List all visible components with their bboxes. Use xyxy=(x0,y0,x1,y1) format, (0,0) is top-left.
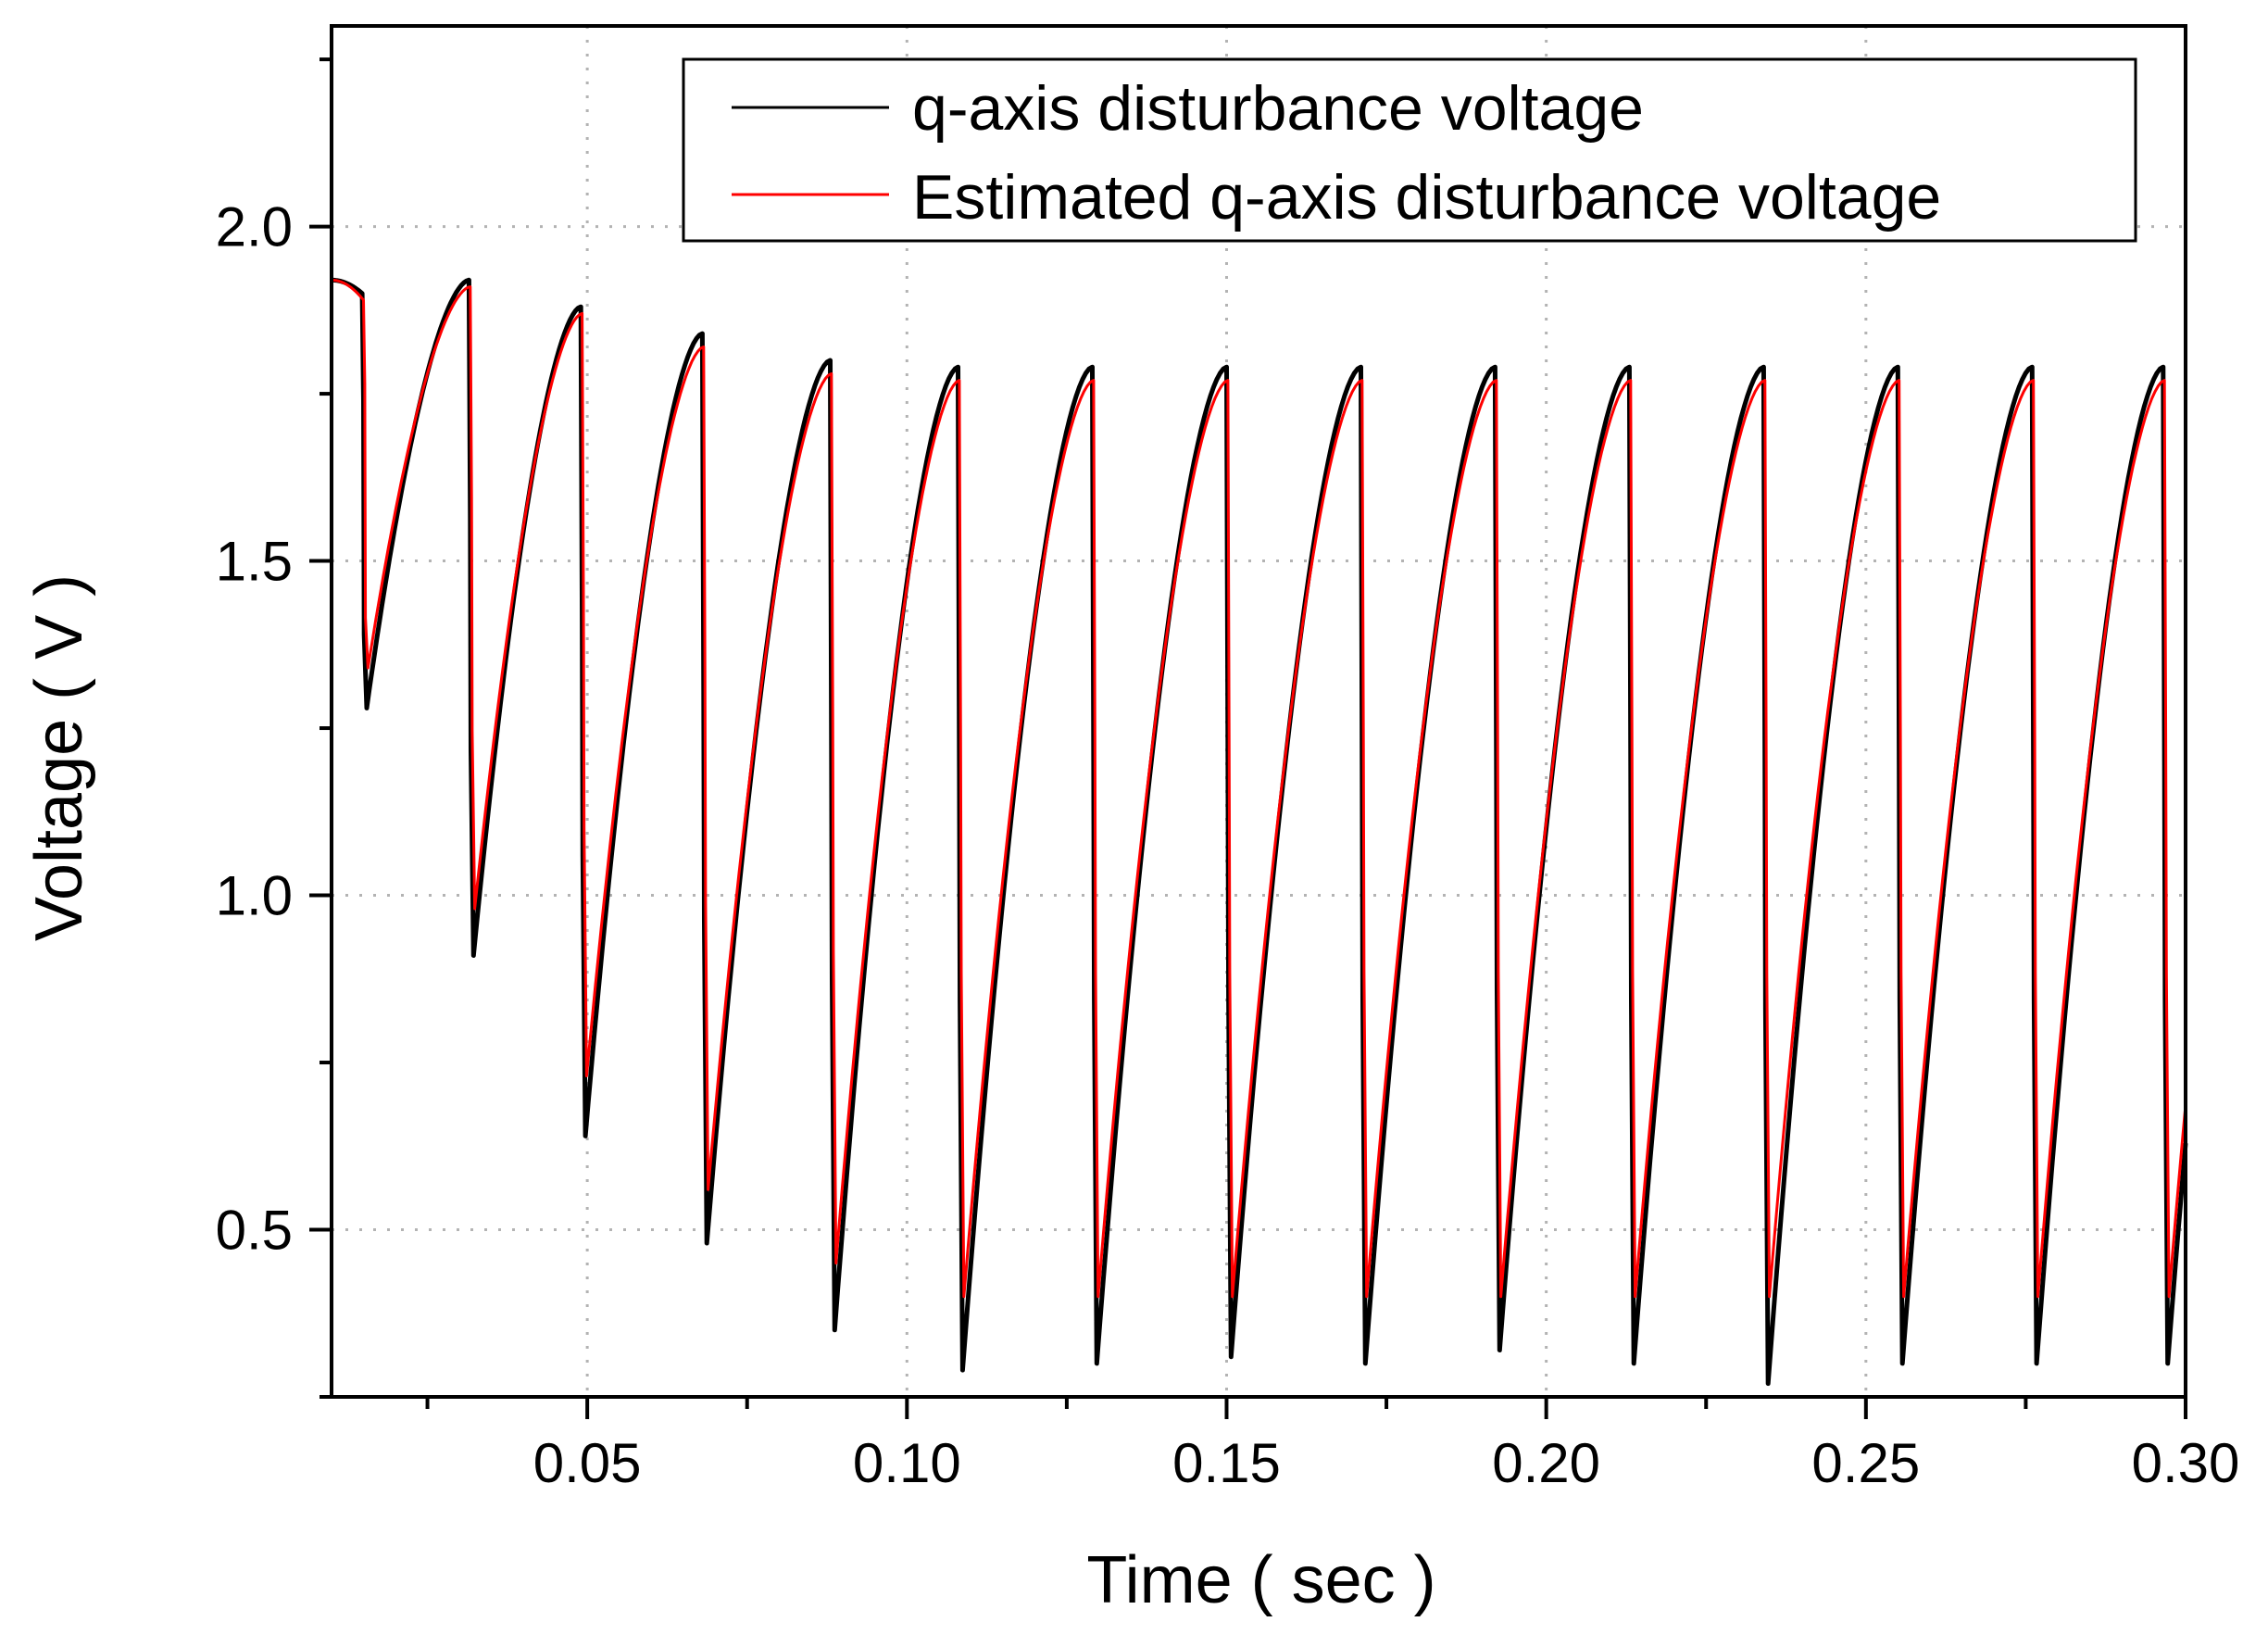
x-tick-label: 0.25 xyxy=(1811,1432,1920,1494)
y-tick-label: 1.0 xyxy=(216,865,293,927)
x-tick-label: 0.15 xyxy=(1172,1432,1281,1494)
y-tick-label: 2.0 xyxy=(216,196,293,258)
x-tick-label: 0.10 xyxy=(853,1432,961,1494)
legend: q-axis disturbance voltage Estimated q-a… xyxy=(682,57,2137,243)
plot-frame xyxy=(330,24,2187,1399)
series-estimated-q-axis-disturbance-line xyxy=(331,278,2187,1299)
legend-label-q-axis-disturbance: q-axis disturbance voltage xyxy=(912,73,1644,144)
y-tick-label: 0.5 xyxy=(216,1200,293,1262)
x-tick-label: 0.30 xyxy=(2132,1432,2240,1494)
legend-box xyxy=(682,57,2137,243)
x-axis-title: Time ( sec ) xyxy=(1086,1543,1435,1617)
series-q-axis-disturbance-line xyxy=(330,277,2188,1387)
x-tick-label: 0.05 xyxy=(533,1432,642,1494)
legend-label-estimated-q-axis-disturbance: Estimated q-axis disturbance voltage xyxy=(912,162,1941,233)
y-tick-label: 1.5 xyxy=(216,531,293,593)
x-tick-label: 0.20 xyxy=(1492,1432,1600,1494)
axes: 0.05 0.10 0.15 0.20 0.25 0.30 0.5 1.0 1.5 2.0 xyxy=(216,24,2240,1494)
y-axis-title: Voltage ( V ) xyxy=(22,574,96,941)
series-layer xyxy=(330,277,2188,1387)
